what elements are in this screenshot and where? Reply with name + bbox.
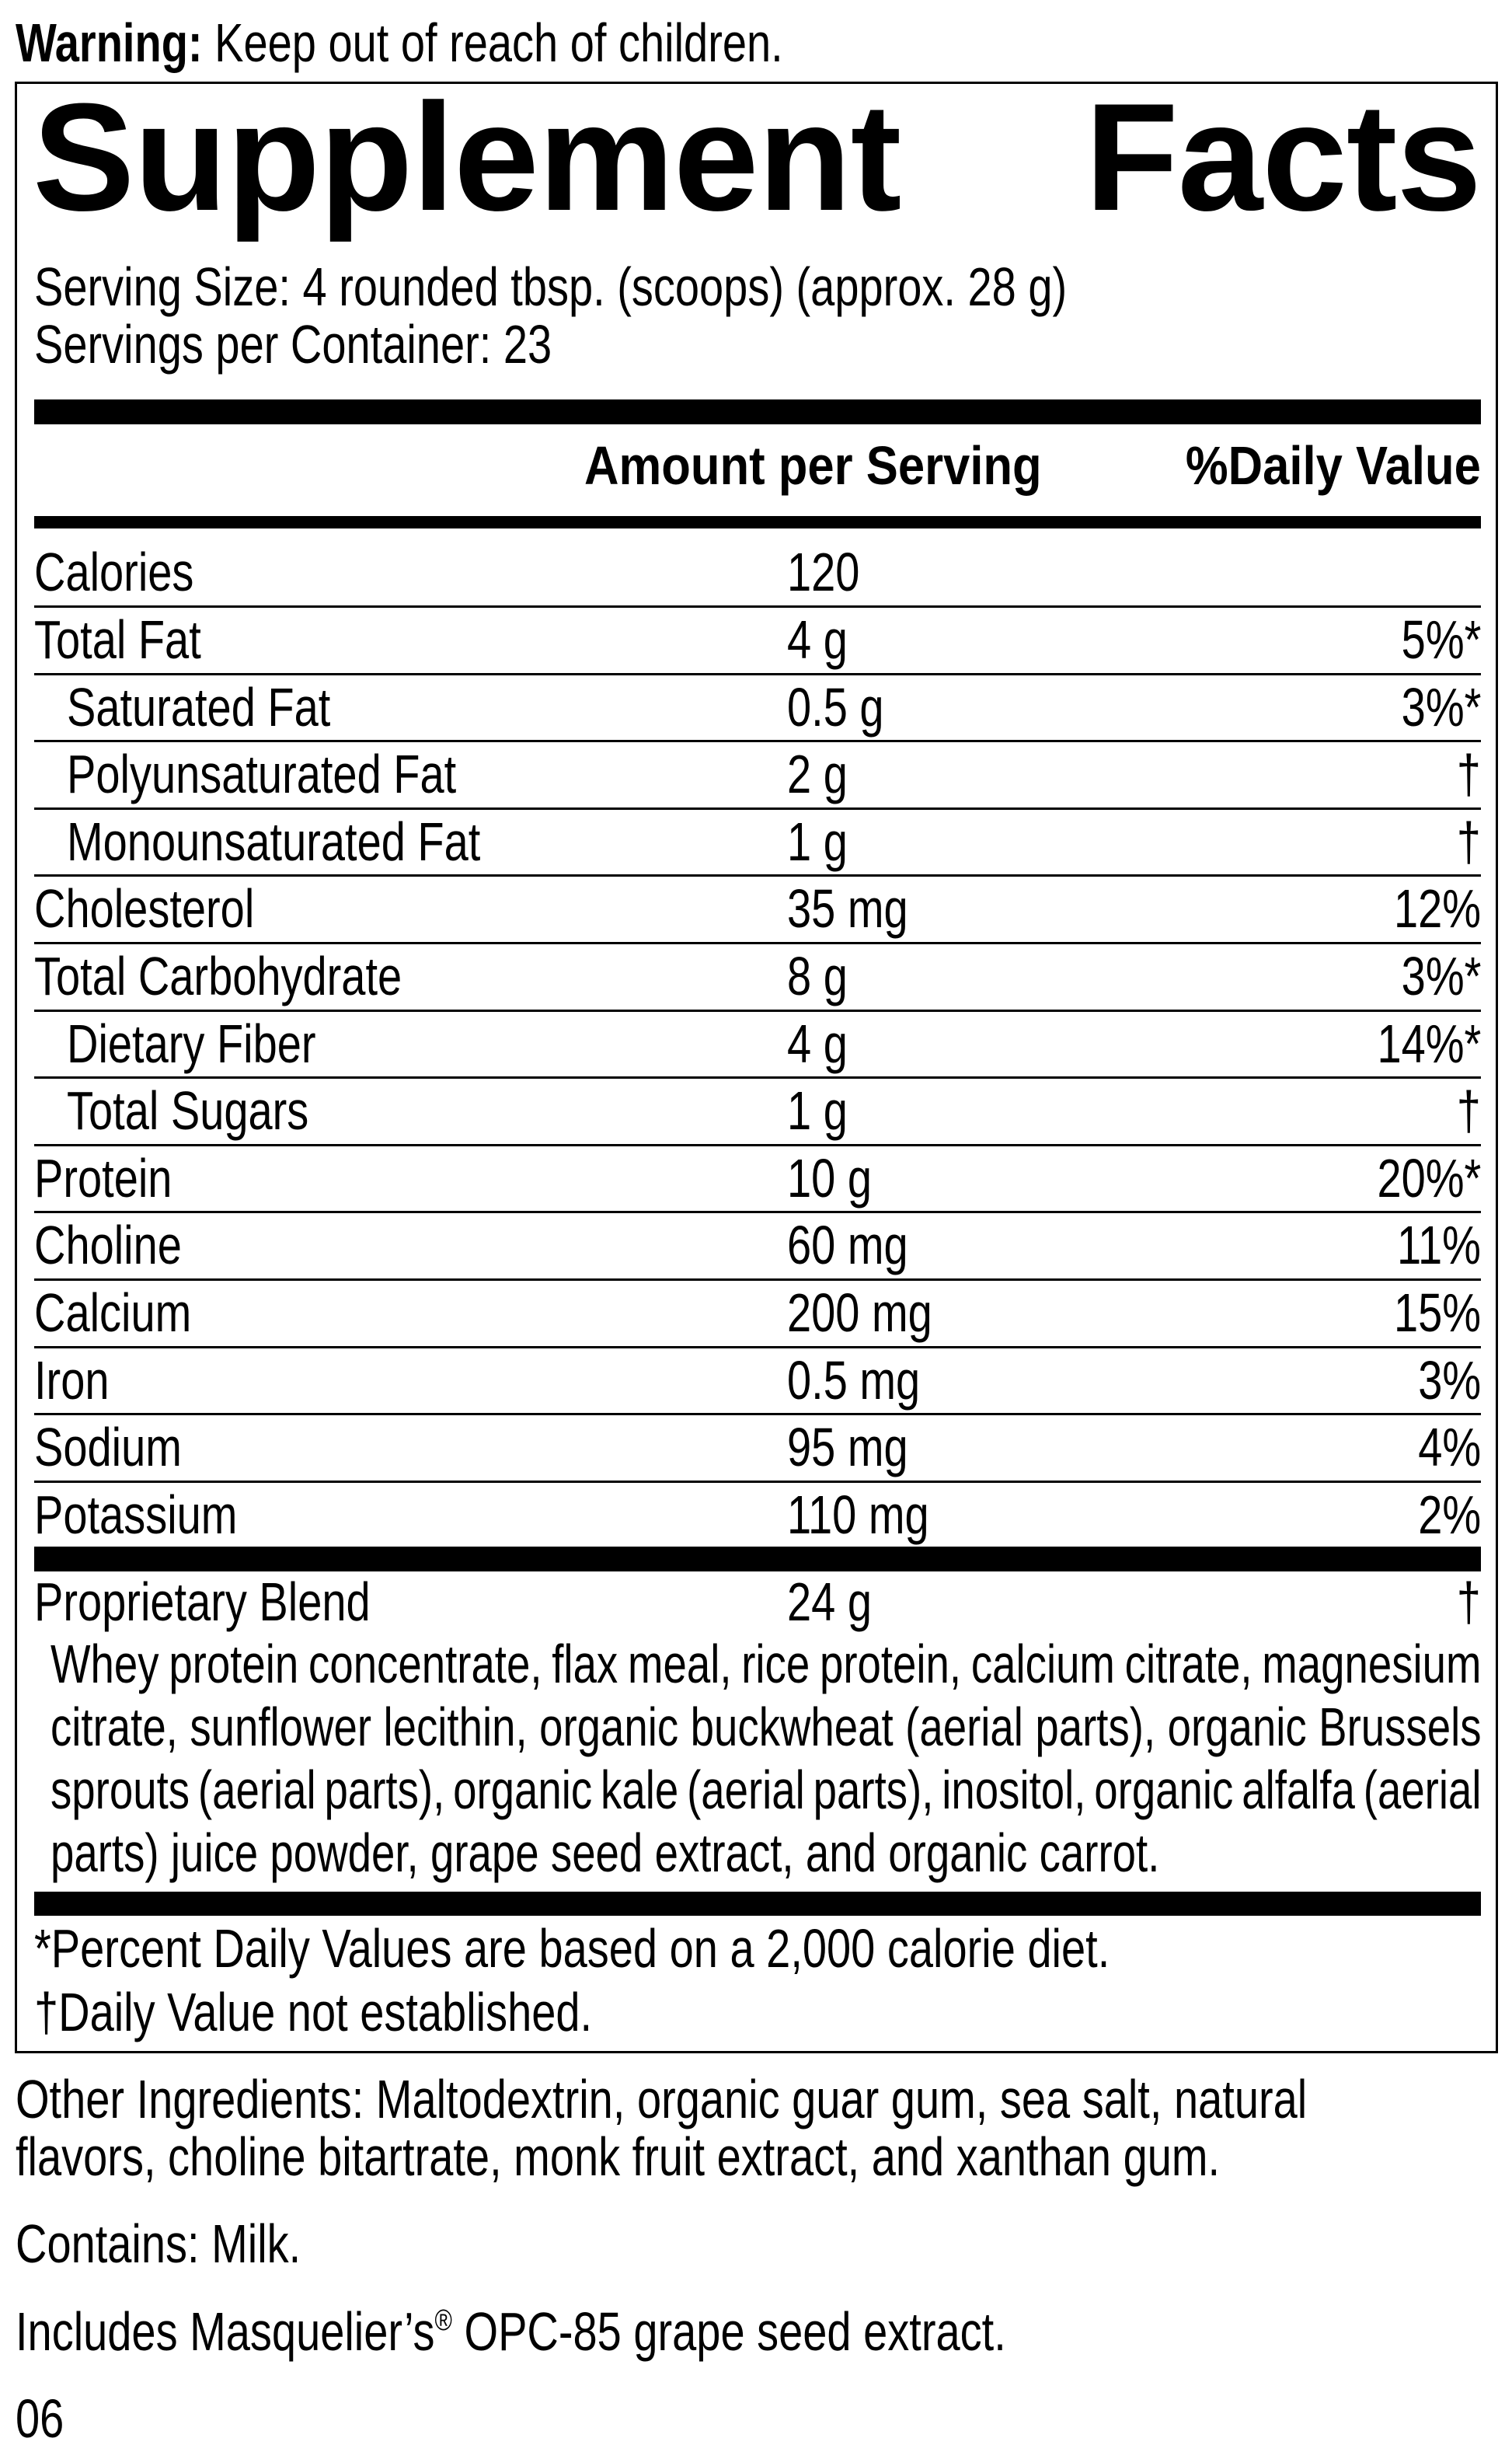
nutrient-label: Potassium <box>34 1484 238 1545</box>
header-amount-per-serving: Amount per Serving <box>584 435 1042 496</box>
title-word-supplement: Supplement <box>33 72 901 242</box>
serving-size: Serving Size: 4 rounded tbsp. (scoops) (… <box>34 256 1068 317</box>
nutrient-amount: 95 mg <box>787 1417 908 1478</box>
nutrient-daily-value: † <box>1456 744 1481 805</box>
nutrient-label: Sodium <box>34 1417 182 1478</box>
header-daily-value: %Daily Value <box>1185 435 1481 496</box>
row-divider <box>34 807 1481 810</box>
nutrient-amount: 1 g <box>787 1080 848 1142</box>
nutrient-label: Calories <box>34 542 194 602</box>
row-divider <box>34 874 1481 877</box>
nutrient-daily-value: 3%* <box>1401 676 1481 738</box>
nutrient-daily-value: 2% <box>1418 1484 1481 1545</box>
medium-divider <box>34 516 1481 528</box>
blend-ingredients-line: citrate, sunflower lecithin, organic buckwhe… <box>51 1697 1482 1757</box>
nutrient-label: Cholesterol <box>34 878 255 940</box>
nutrient-amount: 110 mg <box>787 1484 929 1545</box>
other-ingredients-line-1: Other Ingredients: Maltodextrin, organic… <box>16 2069 1308 2129</box>
nutrient-label: Total Fat <box>34 609 201 670</box>
product-code: 06 <box>16 2388 64 2449</box>
registered-mark: ® <box>434 2304 452 2337</box>
nutrient-daily-value: † <box>1456 811 1481 872</box>
nutrient-amount: 120 <box>787 542 860 602</box>
thick-divider-blend <box>34 1547 1481 1571</box>
blend-label: Proprietary Blend <box>34 1571 371 1632</box>
allergen-contains: Contains: Milk. <box>16 2213 301 2274</box>
row-divider <box>34 1345 1481 1348</box>
nutrient-daily-value: † <box>1456 1080 1481 1142</box>
nutrient-daily-value: 3% <box>1418 1349 1481 1411</box>
row-divider <box>34 1278 1481 1281</box>
footnote-percent-daily-value: *Percent Daily Values are based on a 2,0… <box>34 1918 1110 1979</box>
nutrient-label: Iron <box>34 1349 110 1411</box>
warning-line: Warning: Keep out of reach of children. <box>16 16 975 70</box>
nutrient-label: Dietary Fiber <box>67 1013 316 1074</box>
nutrient-label: Saturated Fat <box>67 676 331 738</box>
nutrient-amount: 2 g <box>787 744 848 805</box>
nutrient-daily-value: 12% <box>1393 878 1481 940</box>
blend-ingredients-line: parts) juice powder, grape seed extract, and or… <box>51 1822 1160 1883</box>
thick-divider-footnotes <box>34 1892 1481 1916</box>
nutrient-daily-value: 11% <box>1397 1215 1481 1276</box>
row-divider <box>34 1480 1481 1483</box>
nutrient-daily-value: 14%* <box>1377 1013 1481 1074</box>
nutrient-amount: 200 mg <box>787 1282 932 1343</box>
blend-ingredients-line: Whey protein concentrate, flax meal, rice prot… <box>51 1634 1482 1694</box>
warning-label: Warning: <box>16 12 203 73</box>
nutrient-amount: 0.5 mg <box>787 1349 921 1411</box>
other-ingredients-line-2: flavors, choline bitartrate, monk fruit … <box>16 2126 1221 2187</box>
title-word-facts: Facts <box>1085 72 1482 242</box>
blend-ingredients-line: sprouts (aerial parts), organic kale (aerial p… <box>51 1760 1482 1820</box>
row-divider <box>34 1076 1481 1080</box>
nutrient-amount: 0.5 g <box>787 676 884 738</box>
row-divider <box>34 1143 1481 1146</box>
nutrient-label: Choline <box>34 1215 182 1276</box>
nutrient-daily-value: 20%* <box>1377 1147 1481 1209</box>
servings-per-container: Servings per Container: 23 <box>34 314 552 375</box>
nutrient-label: Polyunsaturated Fat <box>67 744 457 805</box>
supplement-facts-panel <box>15 82 1498 2053</box>
nutrient-daily-value: 5%* <box>1401 609 1481 670</box>
footnote-dv-not-established: †Daily Value not established. <box>34 1982 593 2042</box>
row-divider <box>34 672 1481 675</box>
nutrient-amount: 4 g <box>787 1013 848 1074</box>
nutrient-label: Protein <box>34 1147 172 1209</box>
nutrient-amount: 35 mg <box>787 878 908 940</box>
nutrient-amount: 10 g <box>787 1147 872 1209</box>
warning-text: Keep out of reach of children. <box>202 12 783 73</box>
nutrient-label: Total Carbohydrate <box>34 946 402 1006</box>
panel-title: Supplement Facts <box>33 72 1482 242</box>
row-divider <box>34 1413 1481 1416</box>
row-divider <box>34 605 1481 608</box>
nutrient-daily-value: 4% <box>1418 1417 1481 1478</box>
nutrient-amount: 8 g <box>787 946 848 1006</box>
nutrient-amount: 1 g <box>787 811 848 872</box>
row-divider <box>34 1009 1481 1012</box>
nutrient-daily-value: 3%* <box>1401 946 1481 1006</box>
row-divider <box>34 1211 1481 1214</box>
nutrient-daily-value: 15% <box>1393 1282 1481 1343</box>
includes-statement: Includes Masquelier’s® OPC-85 grape seed… <box>16 2301 1006 2362</box>
nutrient-label: Monounsaturated Fat <box>67 811 481 872</box>
row-divider <box>34 740 1481 743</box>
nutrient-amount: 60 mg <box>787 1215 908 1276</box>
blend-daily-value: † <box>1456 1571 1481 1632</box>
nutrient-label: Calcium <box>34 1282 192 1343</box>
thick-divider-top <box>34 399 1481 424</box>
blend-amount: 24 g <box>787 1571 872 1632</box>
nutrient-label: Total Sugars <box>67 1080 309 1142</box>
nutrient-amount: 4 g <box>787 609 848 670</box>
row-divider <box>34 942 1481 944</box>
